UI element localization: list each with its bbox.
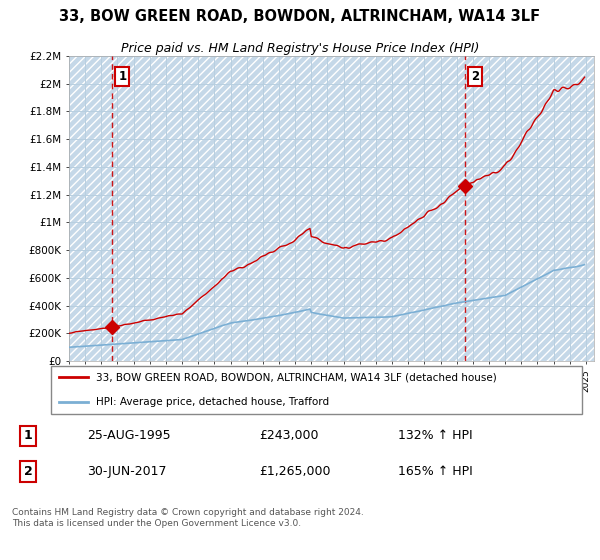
Text: 1: 1 [118, 70, 127, 83]
Text: £1,265,000: £1,265,000 [260, 465, 331, 478]
Text: £243,000: £243,000 [260, 430, 319, 442]
Text: Contains HM Land Registry data © Crown copyright and database right 2024.
This d: Contains HM Land Registry data © Crown c… [12, 508, 364, 528]
Text: 33, BOW GREEN ROAD, BOWDON, ALTRINCHAM, WA14 3LF: 33, BOW GREEN ROAD, BOWDON, ALTRINCHAM, … [59, 9, 541, 24]
Text: 165% ↑ HPI: 165% ↑ HPI [398, 465, 473, 478]
Text: 1: 1 [23, 430, 32, 442]
Text: 2: 2 [471, 70, 479, 83]
Text: 33, BOW GREEN ROAD, BOWDON, ALTRINCHAM, WA14 3LF (detached house): 33, BOW GREEN ROAD, BOWDON, ALTRINCHAM, … [97, 372, 497, 382]
Text: HPI: Average price, detached house, Trafford: HPI: Average price, detached house, Traf… [97, 397, 329, 407]
Text: 30-JUN-2017: 30-JUN-2017 [87, 465, 166, 478]
Text: 132% ↑ HPI: 132% ↑ HPI [398, 430, 473, 442]
FancyBboxPatch shape [50, 366, 582, 414]
Text: Price paid vs. HM Land Registry's House Price Index (HPI): Price paid vs. HM Land Registry's House … [121, 43, 479, 55]
Text: 25-AUG-1995: 25-AUG-1995 [87, 430, 170, 442]
Text: 2: 2 [23, 465, 32, 478]
